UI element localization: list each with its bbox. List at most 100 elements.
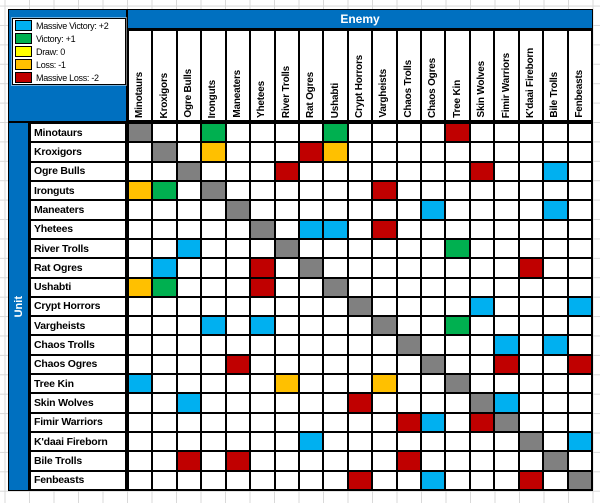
col-header[interactable]: Chaos Trolls bbox=[397, 31, 421, 120]
row-label[interactable]: Maneaters bbox=[31, 201, 125, 219]
row-label[interactable]: Crypt Horrors bbox=[31, 297, 125, 316]
matrix-cell[interactable] bbox=[275, 375, 298, 393]
matrix-cell[interactable] bbox=[129, 143, 152, 161]
matrix-cell[interactable] bbox=[202, 201, 225, 219]
matrix-cell[interactable] bbox=[373, 375, 396, 393]
matrix-cell[interactable] bbox=[251, 471, 274, 489]
matrix-cell[interactable] bbox=[177, 336, 201, 354]
matrix-cell[interactable] bbox=[202, 124, 225, 142]
matrix-cell[interactable] bbox=[299, 413, 323, 432]
matrix-cell[interactable] bbox=[299, 317, 323, 335]
matrix-cell[interactable] bbox=[397, 471, 421, 489]
matrix-cell[interactable] bbox=[348, 162, 372, 180]
matrix-cell[interactable] bbox=[422, 124, 445, 142]
matrix-cell[interactable] bbox=[397, 297, 421, 316]
matrix-cell[interactable] bbox=[446, 471, 469, 489]
matrix-cell[interactable] bbox=[251, 394, 274, 412]
matrix-cell[interactable] bbox=[202, 239, 225, 258]
matrix-cell[interactable] bbox=[251, 413, 274, 432]
matrix-cell[interactable] bbox=[568, 220, 591, 238]
matrix-cell[interactable] bbox=[129, 124, 152, 142]
matrix-cell[interactable] bbox=[226, 278, 250, 296]
matrix-cell[interactable] bbox=[129, 452, 152, 470]
matrix-cell[interactable] bbox=[373, 220, 396, 238]
row-label[interactable]: Chaos Trolls bbox=[31, 336, 125, 354]
matrix-cell[interactable] bbox=[153, 471, 176, 489]
matrix-cell[interactable] bbox=[544, 355, 567, 374]
matrix-cell[interactable] bbox=[129, 394, 152, 412]
matrix-cell[interactable] bbox=[348, 336, 372, 354]
matrix-cell[interactable] bbox=[495, 143, 518, 161]
matrix-cell[interactable] bbox=[348, 201, 372, 219]
matrix-cell[interactable] bbox=[470, 297, 494, 316]
matrix-cell[interactable] bbox=[129, 297, 152, 316]
matrix-cell[interactable] bbox=[202, 181, 225, 200]
matrix-cell[interactable] bbox=[373, 433, 396, 451]
col-header[interactable]: Tree Kin bbox=[446, 31, 469, 120]
matrix-cell[interactable] bbox=[153, 278, 176, 296]
matrix-cell[interactable] bbox=[129, 181, 152, 200]
matrix-cell[interactable] bbox=[251, 336, 274, 354]
row-label[interactable]: Bile Trolls bbox=[31, 452, 125, 470]
matrix-cell[interactable] bbox=[129, 220, 152, 238]
matrix-cell[interactable] bbox=[299, 259, 323, 277]
matrix-cell[interactable] bbox=[324, 375, 347, 393]
matrix-cell[interactable] bbox=[129, 375, 152, 393]
matrix-cell[interactable] bbox=[495, 355, 518, 374]
matrix-cell[interactable] bbox=[446, 124, 469, 142]
matrix-cell[interactable] bbox=[519, 239, 543, 258]
matrix-cell[interactable] bbox=[422, 181, 445, 200]
matrix-cell[interactable] bbox=[373, 278, 396, 296]
matrix-cell[interactable] bbox=[519, 201, 543, 219]
matrix-cell[interactable] bbox=[299, 433, 323, 451]
matrix-cell[interactable] bbox=[177, 220, 201, 238]
matrix-cell[interactable] bbox=[129, 162, 152, 180]
matrix-cell[interactable] bbox=[544, 124, 567, 142]
matrix-cell[interactable] bbox=[519, 394, 543, 412]
matrix-cell[interactable] bbox=[495, 220, 518, 238]
matrix-cell[interactable] bbox=[397, 201, 421, 219]
matrix-cell[interactable] bbox=[177, 355, 201, 374]
matrix-cell[interactable] bbox=[177, 278, 201, 296]
matrix-cell[interactable] bbox=[397, 239, 421, 258]
matrix-cell[interactable] bbox=[129, 471, 152, 489]
matrix-cell[interactable] bbox=[177, 297, 201, 316]
row-label[interactable]: Ushabti bbox=[31, 278, 125, 296]
matrix-cell[interactable] bbox=[251, 124, 274, 142]
row-label[interactable]: Skin Wolves bbox=[31, 394, 125, 412]
matrix-cell[interactable] bbox=[544, 375, 567, 393]
matrix-cell[interactable] bbox=[251, 181, 274, 200]
matrix-cell[interactable] bbox=[226, 220, 250, 238]
matrix-cell[interactable] bbox=[544, 220, 567, 238]
row-label[interactable]: Fimir Warriors bbox=[31, 413, 125, 432]
matrix-cell[interactable] bbox=[275, 181, 298, 200]
matrix-cell[interactable] bbox=[324, 259, 347, 277]
matrix-cell[interactable] bbox=[153, 317, 176, 335]
matrix-cell[interactable] bbox=[373, 394, 396, 412]
matrix-cell[interactable] bbox=[299, 239, 323, 258]
matrix-cell[interactable] bbox=[470, 143, 494, 161]
matrix-cell[interactable] bbox=[495, 278, 518, 296]
matrix-cell[interactable] bbox=[129, 317, 152, 335]
matrix-cell[interactable] bbox=[568, 413, 591, 432]
matrix-cell[interactable] bbox=[495, 181, 518, 200]
row-label[interactable]: Kroxigors bbox=[31, 143, 125, 161]
matrix-cell[interactable] bbox=[519, 317, 543, 335]
row-label[interactable]: Ogre Bulls bbox=[31, 162, 125, 180]
matrix-cell[interactable] bbox=[422, 355, 445, 374]
matrix-cell[interactable] bbox=[299, 181, 323, 200]
matrix-cell[interactable] bbox=[202, 433, 225, 451]
matrix-cell[interactable] bbox=[568, 162, 591, 180]
matrix-cell[interactable] bbox=[373, 259, 396, 277]
row-label[interactable]: River Trolls bbox=[31, 239, 125, 258]
row-label[interactable]: Chaos Ogres bbox=[31, 355, 125, 374]
matrix-cell[interactable] bbox=[153, 162, 176, 180]
matrix-cell[interactable] bbox=[324, 162, 347, 180]
col-header[interactable]: Vargheists bbox=[373, 31, 396, 120]
matrix-cell[interactable] bbox=[519, 124, 543, 142]
matrix-cell[interactable] bbox=[422, 201, 445, 219]
matrix-cell[interactable] bbox=[324, 181, 347, 200]
matrix-cell[interactable] bbox=[470, 471, 494, 489]
matrix-cell[interactable] bbox=[129, 239, 152, 258]
matrix-cell[interactable] bbox=[324, 413, 347, 432]
